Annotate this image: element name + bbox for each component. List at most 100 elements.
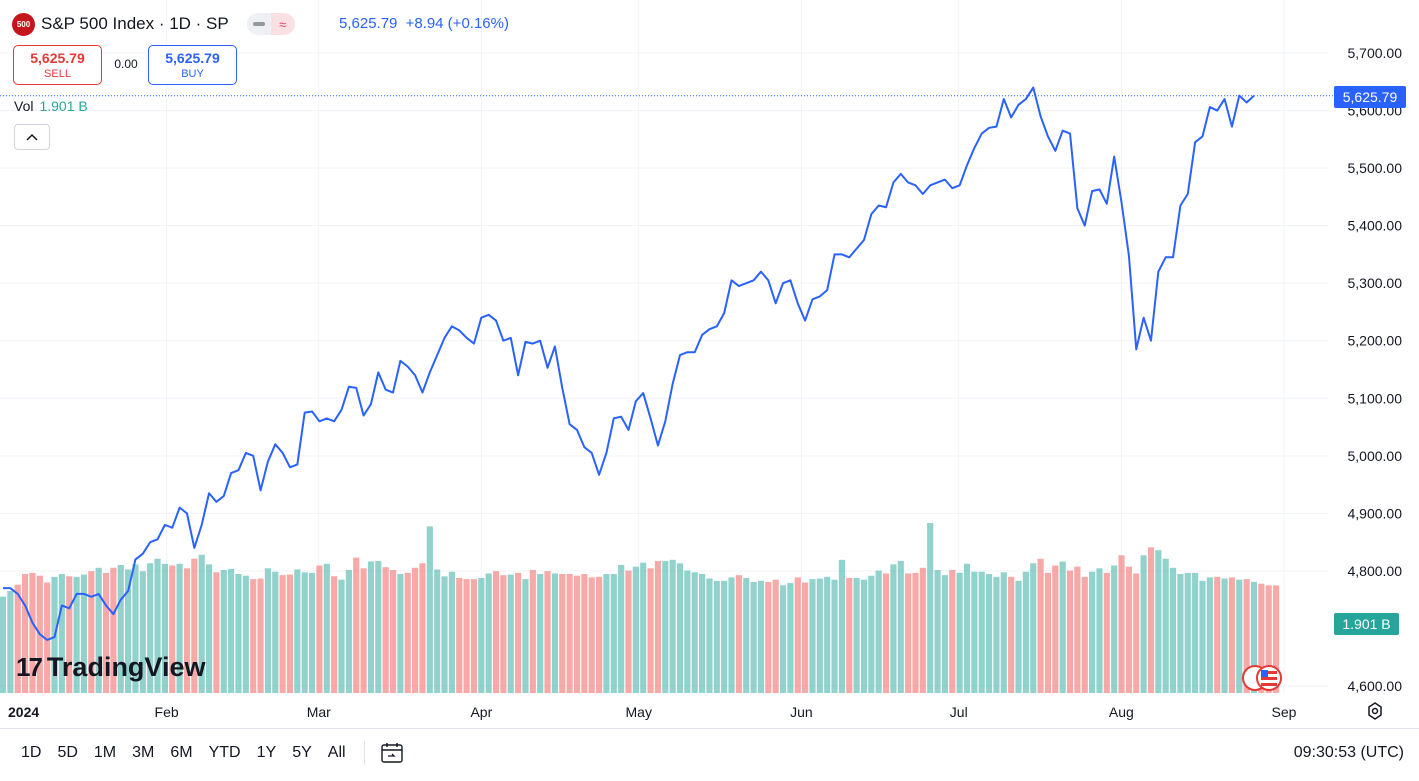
volume-bar <box>853 577 860 693</box>
volume-bar <box>787 583 794 693</box>
y-tick-label: 5,000.00 <box>1348 448 1403 464</box>
volume-bar <box>404 572 411 693</box>
us-flag-icon[interactable] <box>1241 663 1291 693</box>
volume-bar <box>382 567 389 693</box>
timeframe-5d[interactable]: 5D <box>57 744 78 761</box>
buy-button[interactable]: 5,625.79 BUY <box>148 45 237 85</box>
timeframe-ytd[interactable]: YTD <box>208 744 241 761</box>
timeframe-5y[interactable]: 5Y <box>292 744 312 761</box>
volume-bar <box>353 557 360 693</box>
volume-bar <box>566 574 573 693</box>
volume-bar <box>1103 572 1110 693</box>
volume-bar <box>1030 563 1037 693</box>
volume-bar <box>191 558 198 693</box>
volume-bar <box>551 573 558 693</box>
volume-bar <box>316 565 323 693</box>
volume-bar <box>1140 555 1147 693</box>
volume-bar <box>860 579 868 693</box>
volume-bar <box>169 565 176 693</box>
wave-icon[interactable]: ≈ <box>270 13 295 35</box>
timeframe-1m[interactable]: 1M <box>93 744 117 761</box>
volume-bar <box>1265 585 1272 693</box>
y-tick-label: 5,200.00 <box>1348 333 1403 349</box>
volume-bar <box>485 573 492 693</box>
volume-bar <box>1199 580 1206 693</box>
volume-bar <box>66 576 73 693</box>
volume-bar <box>875 570 882 693</box>
volume-bar <box>1015 580 1022 693</box>
timeframe-all[interactable]: All <box>327 744 346 761</box>
volume-bar <box>706 578 713 693</box>
volume-bar <box>581 574 588 693</box>
volume-bar <box>640 562 647 693</box>
volume-bar <box>934 570 941 693</box>
indicator-toggle[interactable]: ≈ <box>246 13 295 35</box>
timeframe-1y[interactable]: 1Y <box>256 744 277 761</box>
volume-bar <box>1243 579 1250 693</box>
volume-bar <box>500 575 507 693</box>
volume-bar <box>927 523 934 693</box>
volume-bar <box>1162 558 1169 693</box>
buy-price: 5,625.79 <box>165 50 220 66</box>
volume-bar <box>610 574 617 693</box>
calendar-icon[interactable] <box>379 741 405 765</box>
volume-bar <box>1044 572 1052 693</box>
collapse-legend-button[interactable] <box>14 124 50 150</box>
volume-label: Vol <box>14 98 34 114</box>
toolbar-divider <box>363 741 365 765</box>
volume-bar <box>912 572 919 693</box>
volume-bar <box>1273 585 1280 693</box>
tradingview-watermark: 17 TradingView <box>16 652 205 683</box>
y-axis: 4,600.00 4,800.00 4,900.00 5,000.00 5,100.00… <box>1348 45 1403 694</box>
volume-bar <box>397 574 404 693</box>
volume-bar <box>1236 579 1243 693</box>
volume-bar <box>0 596 7 693</box>
volume-bar <box>757 580 765 693</box>
timeframe-1d[interactable]: 1D <box>21 744 42 761</box>
volume-bar <box>1022 571 1029 693</box>
volume-bar <box>809 579 816 693</box>
volume-bar <box>515 572 522 693</box>
volume-bar <box>250 579 257 693</box>
volume-bar <box>956 572 963 693</box>
volume-bar <box>529 570 536 693</box>
volume-bar <box>684 570 691 693</box>
volume-bar <box>220 570 227 693</box>
volume-bar <box>434 569 441 693</box>
volume-bar <box>73 576 80 693</box>
volume-bar <box>338 579 345 693</box>
volume-bar <box>993 576 1000 693</box>
sell-button[interactable]: 5,625.79 SELL <box>13 45 102 85</box>
timeframe-3m[interactable]: 3M <box>132 744 155 761</box>
sp500-logo: 500 <box>12 12 35 36</box>
volume-bar <box>110 567 117 693</box>
volume-bar <box>198 554 205 693</box>
settings-icon[interactable] <box>1364 700 1386 722</box>
volume-bar <box>699 574 706 693</box>
timeframe-6m[interactable]: 6M <box>170 744 193 761</box>
volume-bar <box>1184 572 1191 693</box>
minus-icon[interactable] <box>247 13 271 35</box>
volume-bar <box>412 567 419 693</box>
volume-bar <box>1221 578 1228 693</box>
volume-bar <box>559 574 566 693</box>
volume-bar <box>132 564 139 693</box>
volume-bar <box>331 576 338 693</box>
volume-bar <box>463 579 470 693</box>
volume-bar <box>235 574 242 693</box>
volume-legend[interactable]: Vol 1.901 B <box>14 98 88 114</box>
volume-bar <box>1169 567 1177 693</box>
symbol-title[interactable]: S&P 500 Index · 1D · SP <box>41 14 229 33</box>
volume-bar <box>367 561 375 693</box>
volume-bar <box>897 560 904 693</box>
volume-bar <box>882 573 890 693</box>
volume-bar <box>1125 566 1132 693</box>
last-volume-badge: 1.901 B <box>1334 613 1399 635</box>
utc-clock[interactable]: 09:30:53 (UTC) <box>1293 744 1404 761</box>
volume-bar <box>632 566 639 693</box>
volume-bar <box>1155 550 1162 693</box>
volume-bars <box>0 523 1280 693</box>
volume-bar <box>765 581 772 693</box>
x-tick-label: Jul <box>950 704 968 720</box>
